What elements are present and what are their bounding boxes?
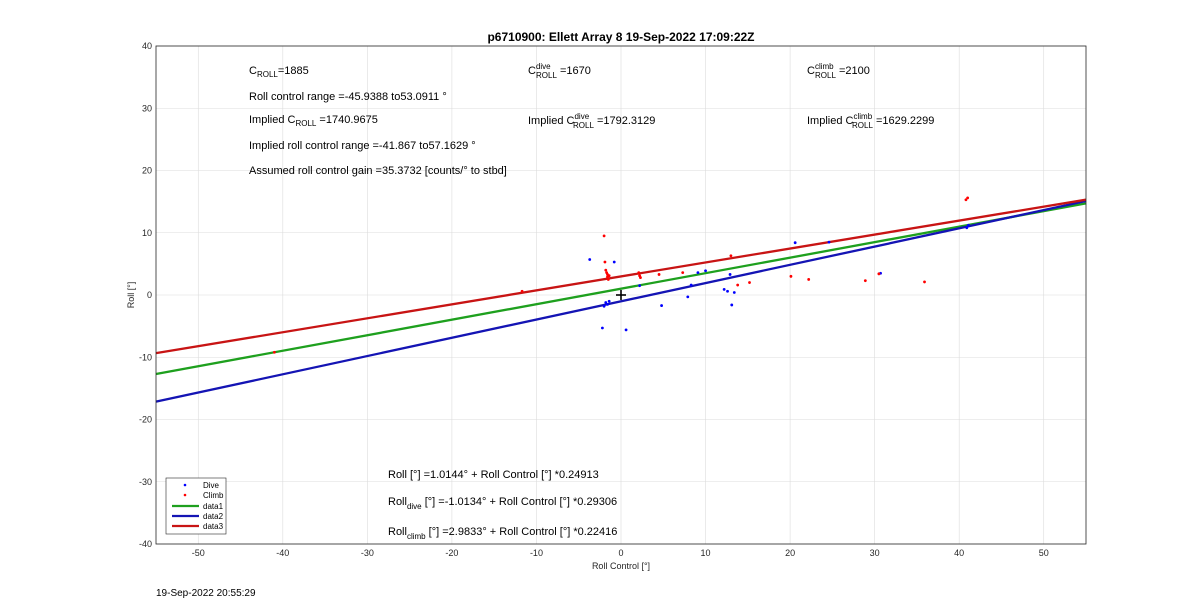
fit-lines [155,198,1087,403]
dive-point [602,304,606,308]
y-tick-label: 20 [142,166,152,176]
y-tick-label: -10 [139,352,152,362]
climb-point [606,278,610,281]
dive-point [689,283,693,287]
climb-point [863,279,867,283]
climb-point [966,196,970,200]
climb-point [807,278,811,281]
implied-c-roll: Implied CROLL =1740.9675 [249,114,378,128]
dive-point [606,302,609,306]
dive-point [967,223,970,227]
x-tick-label: -40 [276,548,289,558]
climb-point [604,268,608,272]
climb-point [877,272,881,276]
climb-point [681,271,685,274]
climb-point [729,254,733,258]
dive-point [793,241,797,245]
dive-point [704,269,707,273]
legend-data1-label: data1 [203,502,224,511]
roll-control-range: Roll control range =-45.9388 to53.0911 ° [249,91,447,103]
x-tick-label: -10 [530,548,543,558]
y-tick-label: -30 [139,477,152,487]
legend-data3-label: data3 [203,522,224,531]
y-tick-label: 40 [142,41,152,51]
fit-equation-climb: Rollclimb [°] =2.9833° + Roll Control [°… [388,526,617,541]
climb-point [748,281,751,284]
dive-point [732,291,736,294]
y-tick-label: -20 [139,415,152,425]
origin-marker [616,290,626,300]
x-tick-label: 50 [1039,548,1049,558]
dive-point [726,289,729,293]
x-tick-label: -20 [445,548,458,558]
implied-roll-control-range: Implied roll control range =-41.867 to57… [249,140,476,152]
x-tick-label: 30 [870,548,880,558]
climb-point [736,283,740,287]
x-tick-label: 10 [701,548,711,558]
x-tick-label: 40 [954,548,964,558]
fit-line-data1 [155,202,1087,376]
legend-climb-label: Climb [203,491,224,500]
y-axis-label: Roll [°] [126,282,136,309]
dive-point [624,328,628,332]
dive-point [612,260,616,264]
x-axis-label: Roll Control [°] [592,561,650,571]
data-points [272,196,970,354]
dive-point [588,258,592,261]
x-tick-label: -50 [192,548,205,558]
fit-equation-all: Roll [°] =1.0144° + Roll Control [°] *0.… [388,469,599,481]
dive-point [604,301,608,304]
dive-point [601,326,604,330]
climb-point [637,271,641,274]
axes-box [155,45,1087,545]
dive-point [965,226,969,230]
footer-timestamp: 19-Sep-2022 20:55:29 [156,588,256,599]
climb-point [657,273,661,276]
climb-point [520,289,524,293]
dive-point [728,273,732,276]
dive-point [722,287,726,291]
y-tick-label: 10 [142,228,152,238]
fit-line-data3 [155,198,1087,355]
chart-title: p6710900: Ellett Array 8 19-Sep-2022 17:… [487,30,754,44]
dive-point [660,304,663,307]
x-tick-label: 0 [618,548,623,558]
dive-point [638,284,641,288]
x-axis-ticks: -50 -40 -30 -20 -10 0 10 20 30 40 50 [192,548,1049,558]
climb-point [607,274,611,278]
y-tick-label: -40 [139,539,152,549]
fit-line-data2 [155,199,1087,403]
climb-point [639,276,642,279]
c-roll-annotation: CROLL=1885 [249,65,309,79]
legend: Dive Climb data1 data2 data3 [165,477,227,535]
y-axis-ticks: -40 -30 -20 -10 0 10 20 30 40 [139,41,152,549]
c-roll-dive-annotation: Cdive ROLL =1670 [528,62,591,80]
roll-control-gain: Assumed roll control gain =35.3732 [coun… [249,165,507,177]
dive-point [827,240,831,244]
legend-dive-label: Dive [203,481,220,490]
climb-point [789,274,793,278]
legend-dive-marker [183,483,187,487]
c-roll-climb-annotation: Cclimb ROLL =2100 [807,62,870,80]
climb-point [602,234,606,238]
climb-point [272,350,276,354]
legend-data2-label: data2 [203,512,224,521]
dive-point [696,271,700,274]
x-tick-label: -30 [361,548,374,558]
climb-point [603,260,607,264]
implied-c-roll-climb: Implied Cclimb ROLL =1629.2299 [807,112,934,130]
dive-point [607,299,611,303]
climb-point [923,280,926,284]
legend-climb-marker [183,493,187,497]
y-tick-label: 30 [142,103,152,113]
climb-point [964,198,968,202]
y-tick-label: 0 [147,290,152,300]
fit-equation-dive: Rolldive [°] =-1.0134° + Roll Control [°… [388,496,617,511]
dive-point [686,295,690,299]
x-tick-label: 20 [785,548,795,558]
dive-point [730,303,734,307]
implied-c-roll-dive: Implied Cdive ROLL =1792.3129 [528,112,655,130]
